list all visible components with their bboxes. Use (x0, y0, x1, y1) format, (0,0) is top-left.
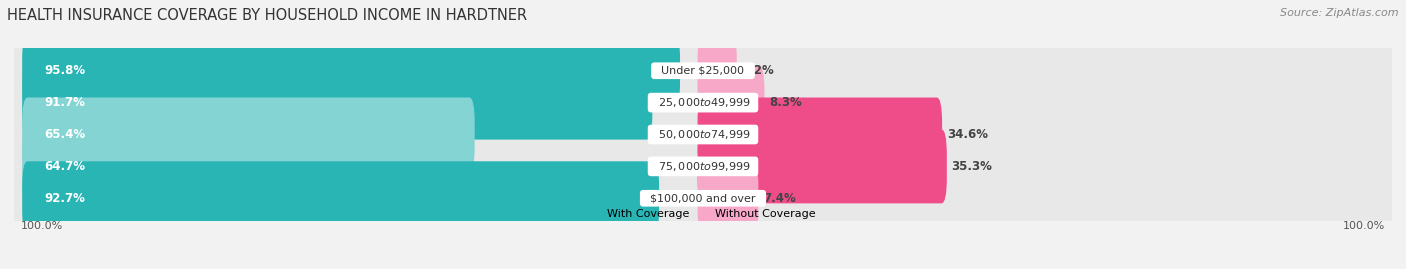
Text: Source: ZipAtlas.com: Source: ZipAtlas.com (1281, 8, 1399, 18)
Text: 4.2%: 4.2% (741, 64, 775, 77)
Legend: With Coverage, Without Coverage: With Coverage, Without Coverage (586, 204, 820, 224)
FancyBboxPatch shape (22, 66, 652, 140)
FancyBboxPatch shape (697, 129, 946, 203)
FancyBboxPatch shape (22, 161, 659, 235)
FancyBboxPatch shape (22, 34, 681, 108)
FancyBboxPatch shape (697, 66, 765, 140)
Text: HEALTH INSURANCE COVERAGE BY HOUSEHOLD INCOME IN HARDTNER: HEALTH INSURANCE COVERAGE BY HOUSEHOLD I… (7, 8, 527, 23)
FancyBboxPatch shape (22, 98, 475, 171)
FancyBboxPatch shape (11, 138, 1395, 259)
FancyBboxPatch shape (697, 161, 758, 235)
FancyBboxPatch shape (22, 129, 470, 203)
Text: 100.0%: 100.0% (1343, 221, 1385, 231)
Text: 34.6%: 34.6% (946, 128, 988, 141)
Text: 65.4%: 65.4% (45, 128, 86, 141)
Text: 91.7%: 91.7% (45, 96, 86, 109)
Text: Under $25,000: Under $25,000 (655, 66, 751, 76)
FancyBboxPatch shape (697, 98, 942, 171)
Text: 7.4%: 7.4% (763, 192, 796, 205)
FancyBboxPatch shape (11, 106, 1395, 227)
Text: 92.7%: 92.7% (45, 192, 86, 205)
FancyBboxPatch shape (11, 42, 1395, 163)
FancyBboxPatch shape (697, 34, 737, 108)
Text: 64.7%: 64.7% (45, 160, 86, 173)
Text: $75,000 to $99,999: $75,000 to $99,999 (651, 160, 755, 173)
Text: 35.3%: 35.3% (952, 160, 993, 173)
FancyBboxPatch shape (11, 10, 1395, 131)
Text: $100,000 and over: $100,000 and over (644, 193, 762, 203)
Text: 95.8%: 95.8% (45, 64, 86, 77)
Text: 100.0%: 100.0% (21, 221, 63, 231)
FancyBboxPatch shape (11, 74, 1395, 195)
Text: $50,000 to $74,999: $50,000 to $74,999 (651, 128, 755, 141)
Text: $25,000 to $49,999: $25,000 to $49,999 (651, 96, 755, 109)
Text: 8.3%: 8.3% (769, 96, 801, 109)
